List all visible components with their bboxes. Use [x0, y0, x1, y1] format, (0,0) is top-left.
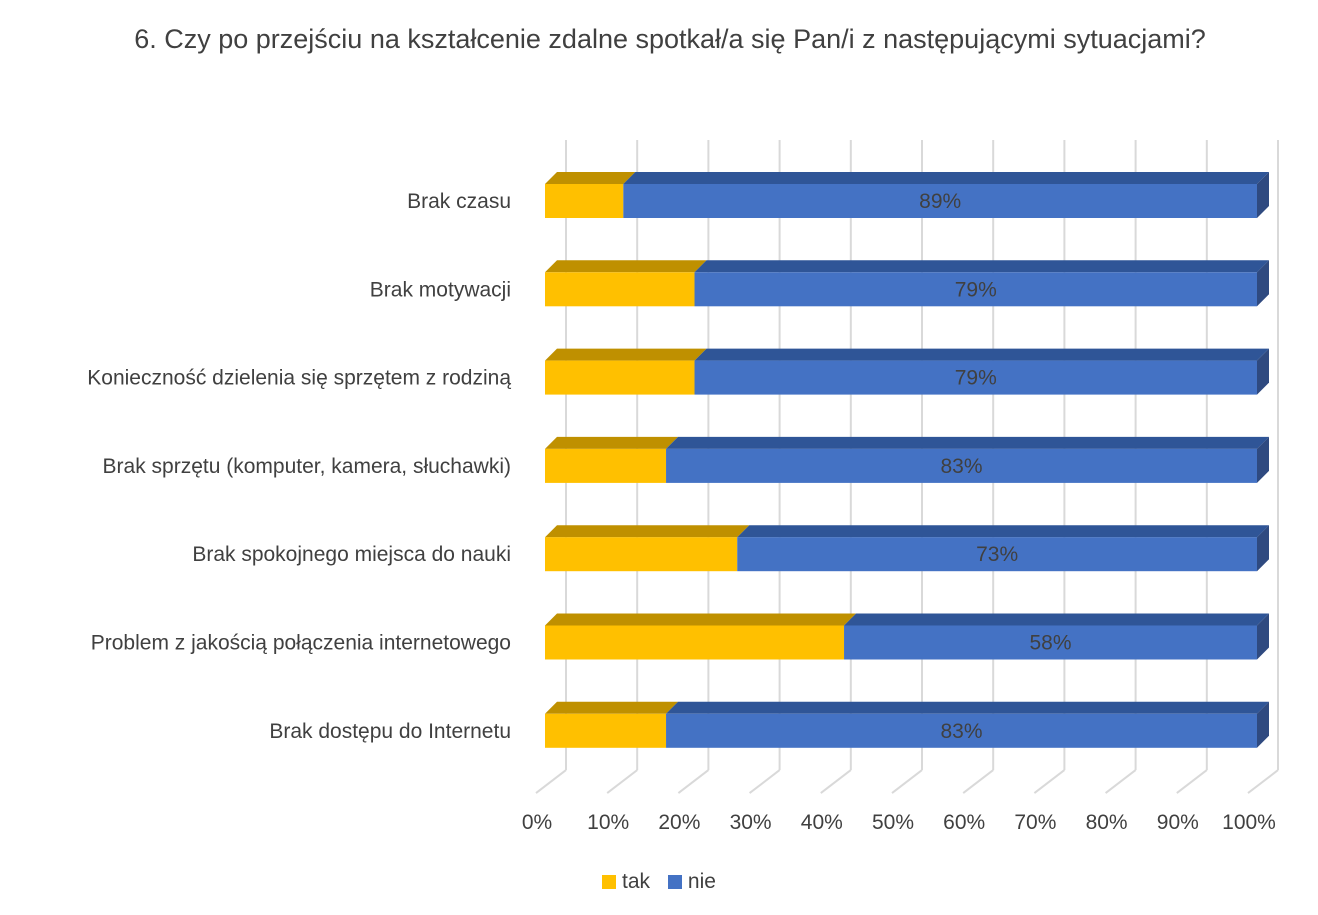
bar-nie	[737, 537, 1257, 572]
bar-side	[1257, 436, 1269, 483]
data-labels: 89% 79% 79% 83% 73% 58% 83%	[919, 190, 1071, 743]
data-label: 79%	[955, 367, 997, 390]
bar-nie	[623, 184, 1257, 218]
category-label: Brak motywacji	[370, 278, 511, 301]
x-tick-label: 70%	[1014, 811, 1056, 834]
category-label: Konieczność dzielenia się sprzętem z rod…	[87, 367, 511, 390]
bars	[545, 172, 1269, 748]
category-labels: Brak czasu Brak motywacji Konieczność dzie…	[87, 190, 511, 743]
bar-top-nie	[623, 172, 1269, 184]
data-label: 83%	[941, 455, 983, 478]
bar-top-nie	[694, 348, 1269, 361]
x-tick-label: 0%	[522, 811, 552, 834]
floor-gridline	[962, 769, 994, 794]
category-label: Brak czasu	[407, 190, 511, 213]
category-label: Brak dostępu do Internetu	[269, 720, 511, 743]
x-tick-label: 40%	[801, 811, 843, 834]
bar-tak	[545, 448, 667, 483]
bar-top-tak	[545, 172, 636, 184]
x-tick-label: 80%	[1086, 811, 1128, 834]
floor-gridline	[891, 769, 923, 794]
floor-gridline	[1104, 769, 1137, 794]
floor-gridline	[535, 769, 567, 794]
floor-gridline	[1247, 769, 1279, 794]
bar-top-tak	[545, 525, 750, 538]
bar-side	[1257, 613, 1269, 660]
x-tick-label: 30%	[730, 811, 772, 834]
category-label: Problem z jakością połączenia internetow…	[91, 632, 511, 655]
bar-top-nie	[666, 701, 1269, 714]
bar-top-tak	[545, 613, 857, 626]
floor-gridline	[677, 769, 710, 794]
category-label: Brak sprzętu (komputer, kamera, słuchawk…	[103, 455, 511, 478]
chart-title: 6. Czy po przejściu na kształcenie zdaln…	[134, 24, 1206, 54]
legend-label-nie: nie	[687, 870, 716, 893]
bar-top-nie	[666, 436, 1269, 449]
bar-top-nie	[694, 260, 1269, 273]
bar-side	[1257, 172, 1269, 218]
bar-tak	[545, 625, 845, 660]
floor-gridline	[820, 769, 852, 794]
bar-tak	[545, 537, 738, 572]
bar-side	[1257, 348, 1269, 395]
x-tick-label: 100%	[1222, 811, 1276, 834]
bar-top-tak	[545, 436, 679, 449]
x-tick-label: 20%	[658, 811, 700, 834]
bar-side	[1257, 701, 1269, 748]
bar-nie	[666, 713, 1257, 748]
bar-nie	[694, 272, 1257, 307]
legend: tak nie	[0, 870, 1318, 895]
data-label: 83%	[941, 720, 983, 743]
data-label: 58%	[1030, 632, 1072, 655]
legend-item-nie: nie	[667, 870, 716, 894]
x-tick-label: 90%	[1157, 811, 1199, 834]
category-label: Brak spokojnego miejsca do nauki	[192, 543, 511, 566]
bar-tak	[545, 184, 624, 218]
x-tick-label: 10%	[587, 811, 629, 834]
bar-top-tak	[545, 348, 707, 361]
bar-side	[1257, 260, 1269, 307]
legend-swatch-nie	[667, 875, 682, 889]
bar-top-nie	[844, 613, 1269, 626]
bar-top-nie	[737, 525, 1269, 538]
floor-gridline	[1033, 769, 1066, 794]
bar-nie	[666, 448, 1257, 483]
bar-nie	[694, 360, 1257, 395]
data-label: 79%	[955, 278, 997, 301]
bar-tak	[545, 713, 667, 748]
bar-top-tak	[545, 260, 707, 273]
bar-top-tak	[545, 701, 679, 714]
x-tick-label: 60%	[943, 811, 985, 834]
data-label: 89%	[919, 190, 961, 213]
floor-gridline	[748, 769, 781, 794]
bar-nie	[844, 625, 1257, 660]
floor-gridline	[606, 769, 638, 794]
floor-gridline	[1176, 769, 1208, 794]
legend-label-tak: tak	[622, 870, 651, 893]
data-label: 73%	[976, 543, 1018, 566]
bar-tak	[545, 272, 695, 307]
bar-tak	[545, 360, 695, 395]
x-tick-label: 50%	[872, 811, 914, 834]
x-axis-ticks: 0% 10% 20% 30% 40% 50% 60% 70% 80% 90% 100%	[522, 811, 1276, 834]
legend-swatch-tak	[602, 875, 617, 889]
legend-item-tak: tak	[602, 870, 650, 894]
bar-side	[1257, 525, 1269, 572]
